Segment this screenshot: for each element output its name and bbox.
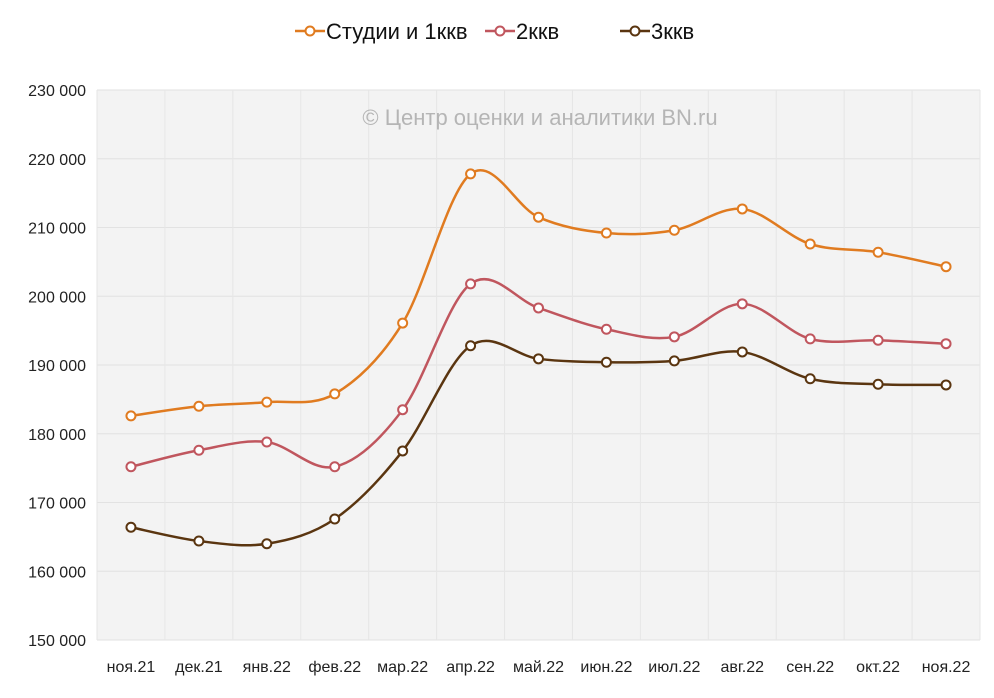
data-point [261,396,273,408]
y-tick-label: 190 000 [28,358,86,375]
data-point [668,224,680,236]
y-tick-label: 220 000 [28,152,86,169]
x-tick-label: ноя.22 [922,659,971,676]
x-tick-label: ноя.21 [107,659,156,676]
x-tick-label: апр.22 [446,659,495,676]
data-point [397,404,409,416]
data-point [600,356,612,368]
data-point [736,298,748,310]
data-point [533,211,544,223]
data-point [533,353,544,365]
gridlines [96,89,981,641]
data-point [329,461,341,473]
legend-label: 2ккв [516,19,559,44]
x-tick-label: июл.22 [648,659,700,676]
legend-label: 3ккв [651,19,694,44]
data-point [193,535,205,547]
x-tick-label: авг.22 [721,659,765,676]
y-tick-label: 170 000 [28,496,86,513]
data-point [329,513,341,525]
y-axis: 150 000 160 000 170 000 180 000 190 000 200 0… [28,83,86,650]
series-2 [125,277,952,473]
series-1 [125,168,952,422]
data-point [872,378,884,390]
data-point [397,445,409,457]
data-point [261,538,273,550]
legend-marker [629,25,641,37]
legend-label: Студии и 1ккв [326,19,468,44]
legend-item: 2ккв [485,19,559,44]
x-tick-label: май.22 [513,659,564,676]
data-point [465,168,477,180]
data-point [668,355,680,367]
data-point [804,373,816,385]
legend: Студии и 1ккв 2ккв 3ккв [295,19,694,44]
data-point [193,400,205,412]
data-point [465,278,477,290]
legend-item: Студии и 1ккв [295,19,468,44]
data-point [533,302,544,314]
data-point [125,410,137,422]
data-point [940,338,952,350]
data-point [668,331,680,343]
data-point [872,334,884,346]
x-tick-label: сен.22 [786,659,834,676]
y-tick-label: 210 000 [28,221,86,238]
x-tick-label: мар.22 [377,659,428,676]
y-tick-label: 180 000 [28,427,86,444]
watermark: © Центр оценки и аналитики BN.ru [362,105,717,130]
data-point [329,388,341,400]
data-point [872,246,884,258]
data-point [397,317,409,329]
data-point [804,333,816,345]
data-point [600,323,612,335]
y-tick-label: 230 000 [28,83,86,100]
data-point [600,227,612,239]
x-tick-label: июн.22 [580,659,632,676]
data-point [193,444,205,456]
data-point [125,461,137,473]
data-point [736,346,748,358]
series-group [125,168,952,550]
x-tick-label: окт.22 [856,659,900,676]
legend-item: 3ккв [620,19,694,44]
data-point [940,261,952,273]
data-point [125,521,137,533]
y-tick-label: 150 000 [28,633,86,650]
y-tick-label: 160 000 [28,564,86,581]
x-tick-label: янв.22 [243,659,291,676]
data-point [261,436,273,448]
x-axis: ноя.21 дек.21 янв.22 фев.22 мар.22 апр.22 май.… [107,659,971,676]
data-point [736,203,748,215]
legend-marker [304,25,316,37]
data-point [940,379,952,391]
x-tick-label: дек.21 [175,659,223,676]
x-tick-label: фев.22 [308,659,361,676]
data-point [804,238,816,250]
legend-marker [494,25,506,37]
y-tick-label: 200 000 [28,289,86,306]
data-point [465,340,477,352]
series-3 [125,339,952,550]
